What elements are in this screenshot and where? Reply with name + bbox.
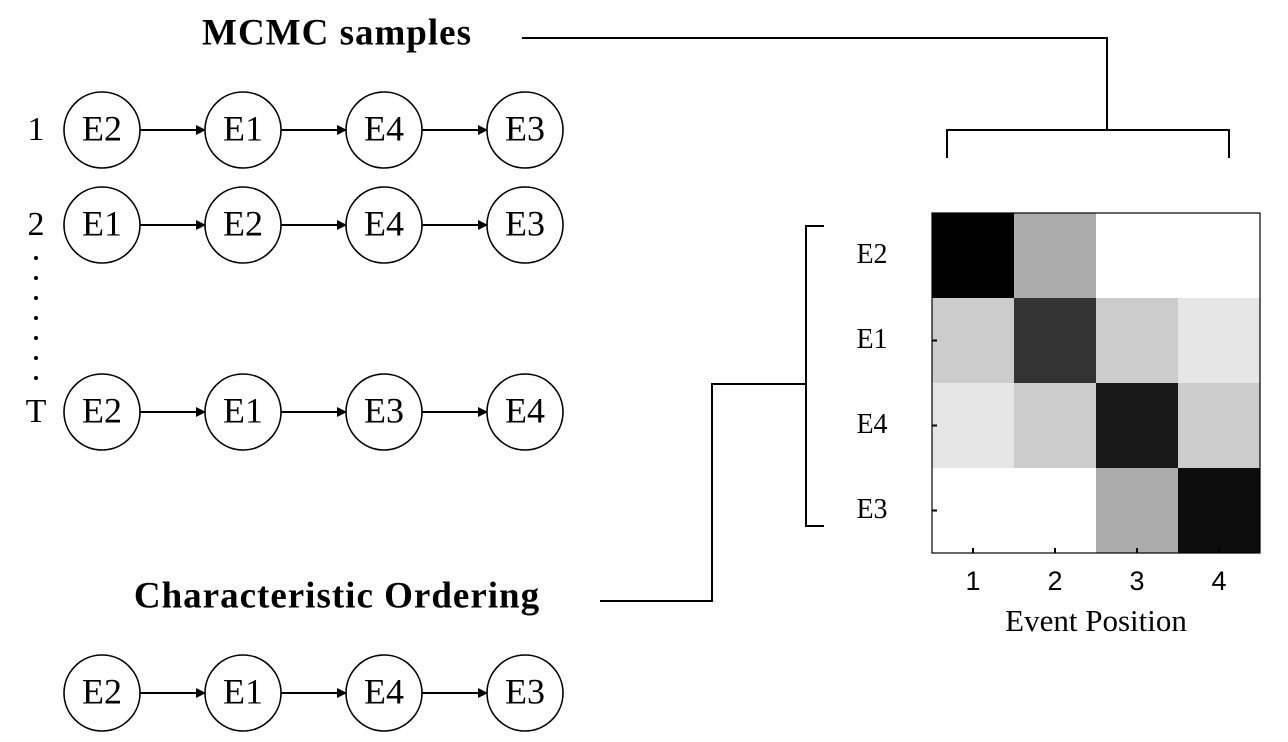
heatmap-frame [931, 212, 1261, 554]
heatmap-cell [932, 213, 1015, 299]
x-tick-label: 2 [1047, 566, 1062, 596]
ordering-title: Characteristic Ordering [134, 575, 540, 616]
heatmap-cell [932, 383, 1015, 469]
event-label: E2 [82, 108, 122, 148]
event-label: E1 [223, 108, 263, 148]
heatmap-cell [1178, 298, 1261, 384]
event-label: E1 [223, 390, 263, 430]
event-label: E1 [82, 203, 122, 243]
ellipsis-dots [34, 256, 38, 380]
heatmap-cell [1096, 298, 1179, 384]
row-label: E3 [856, 494, 887, 525]
heatmap-cell [1096, 468, 1179, 554]
event-label: E3 [505, 108, 545, 148]
heatmap-cell [932, 468, 1015, 554]
event-label: E2 [82, 390, 122, 430]
x-tick-label: 4 [1211, 566, 1226, 596]
heatmap-cell [1178, 383, 1261, 469]
event-label: E4 [364, 671, 404, 711]
event-label: E4 [364, 108, 404, 148]
event-label: E3 [505, 671, 545, 711]
connector [522, 37, 1108, 130]
sample-index: 2 [28, 206, 45, 243]
x-tick-label: 3 [1129, 566, 1144, 596]
heatmap-cell [1014, 298, 1097, 384]
event-label: E4 [505, 390, 545, 430]
row-label: E4 [856, 409, 887, 440]
event-label: E3 [505, 203, 545, 243]
x-axis-label: Event Position [1005, 603, 1187, 638]
sample-index: T [26, 393, 47, 430]
x-tick-label: 1 [965, 566, 980, 596]
heatmap-cell [1096, 383, 1179, 469]
heatmap-cell [1014, 468, 1097, 554]
heatmap-cell [1014, 383, 1097, 469]
bracket [805, 225, 824, 527]
event-label: E4 [364, 203, 404, 243]
heatmap-cell [1096, 213, 1179, 299]
event-label: E3 [364, 390, 404, 430]
row-label: E2 [856, 239, 887, 270]
heatmap-cell [1178, 468, 1261, 554]
samples-title: MCMC samples [202, 12, 472, 53]
heatmap-cell [1178, 213, 1261, 299]
row-label: E1 [856, 324, 887, 355]
bracket [946, 129, 1230, 158]
event-label: E2 [82, 671, 122, 711]
sample-index: 1 [28, 111, 45, 148]
connector [600, 383, 806, 602]
event-label: E1 [223, 671, 263, 711]
event-label: E2 [223, 203, 263, 243]
heatmap-cell [932, 298, 1015, 384]
heatmap-cell [1014, 213, 1097, 299]
